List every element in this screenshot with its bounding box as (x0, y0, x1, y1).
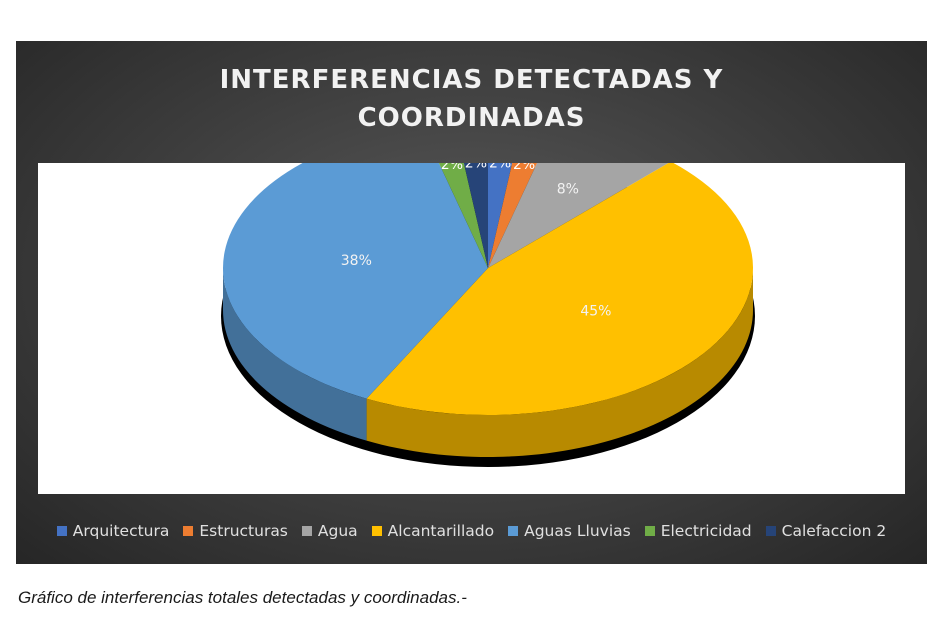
chart-title-line-1: INTERFERENCIAS DETECTADAS Y (219, 65, 724, 95)
legend-label-aguas-lluvias: Aguas Lluvias (524, 522, 631, 540)
legend-item-alcantarillado: Alcantarillado (371, 522, 495, 540)
pie-slice-agua (488, 163, 669, 268)
data-label-calefaccion-2: 2% (465, 163, 487, 171)
legend-item-electricidad: Electricidad (644, 522, 752, 540)
data-label-estructuras: 2% (513, 163, 535, 173)
pie-chart: 2% 2%8%45%38%2% 2% (221, 163, 755, 467)
pie-slice-estructuras (488, 163, 538, 268)
pie-slice-calefaccion-2 (463, 163, 488, 268)
legend-label-electricidad: Electricidad (660, 522, 752, 540)
data-label-aguas-lluvias: 38% (341, 253, 372, 269)
pie-slice-arquitectura (488, 163, 513, 268)
legend-swatch-arquitectura (56, 526, 67, 536)
legend-swatch-electricidad (644, 526, 655, 536)
legend-swatch-calefaccion-2 (765, 526, 776, 536)
legend-label-agua: Agua (317, 522, 358, 540)
legend-item-estructuras: Estructuras (183, 522, 288, 540)
data-label-arquitectura: 2% (489, 163, 511, 171)
legend-swatch-alcantarillado (371, 526, 382, 536)
pie-side-alcantarillado (366, 268, 753, 457)
data-label-agua: 8% (557, 181, 579, 197)
legend-swatch-estructuras (183, 526, 194, 536)
pie-slice-aguas-lluvias (223, 163, 488, 399)
legend-item-calefaccion-2: Calefaccion 2 (765, 522, 887, 540)
legend-label-alcantarillado: Alcantarillado (387, 522, 495, 540)
chart-title-line-2: COORDINADAS (357, 103, 586, 133)
plot-area: 2% 2% 8% 45% 38% 2% 2% (38, 163, 905, 494)
pie-slice-alcantarillado (366, 163, 753, 415)
legend-label-calefaccion-2: Calefaccion 2 (781, 522, 887, 540)
legend-item-aguas-lluvias: Aguas Lluvias (508, 522, 631, 540)
legend-label-estructuras: Estructuras (199, 522, 288, 540)
pie-side-aguas-lluvias (223, 268, 367, 441)
legend-swatch-agua (301, 526, 312, 536)
chart-frame: INTERFERENCIAS DETECTADAS Y COORDINADAS … (16, 41, 927, 564)
legend-item-agua: Agua (301, 522, 358, 540)
legend-swatch-aguas-lluvias (508, 526, 519, 536)
legend-item-arquitectura: Arquitectura (56, 522, 170, 540)
legend: Arquitectura Estructuras Agua Alcantarillad… (16, 522, 927, 540)
legend-label-arquitectura: Arquitectura (72, 522, 170, 540)
data-label-alcantarillado: 45% (580, 304, 611, 320)
data-label-electricidad: 2% (441, 163, 463, 173)
figure-caption: Gráfico de interferencias totales detect… (18, 588, 467, 607)
chart-title: INTERFERENCIAS DETECTADAS Y COORDINADAS (16, 61, 927, 137)
pie-slice-electricidad (438, 163, 488, 268)
